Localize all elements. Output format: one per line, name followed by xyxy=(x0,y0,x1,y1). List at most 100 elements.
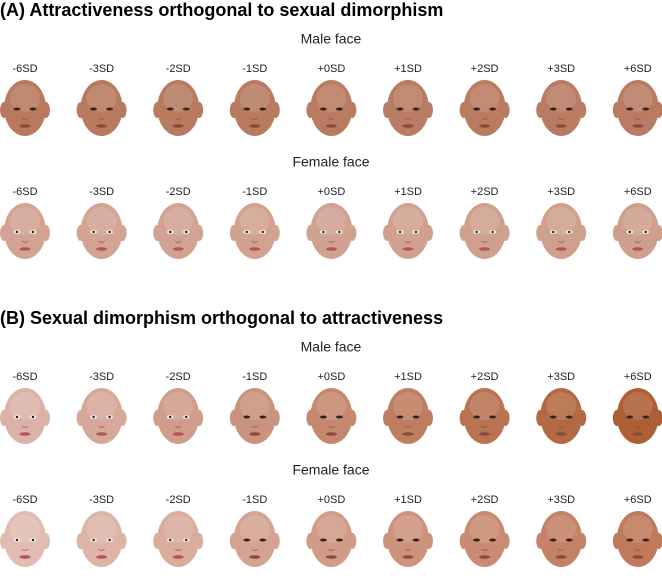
level-label: -6SD xyxy=(12,63,37,75)
pupil xyxy=(491,230,494,234)
face xyxy=(229,80,280,136)
nose xyxy=(21,425,29,428)
face xyxy=(536,203,587,259)
pupil xyxy=(552,538,555,542)
pupil xyxy=(92,415,95,419)
panel-title: (A) Attractiveness orthogonal to sexual … xyxy=(0,0,443,20)
level-label: +3SD xyxy=(547,494,575,506)
pupil xyxy=(552,107,555,111)
pupil xyxy=(398,107,402,111)
head xyxy=(310,80,353,136)
face xyxy=(383,388,433,444)
face xyxy=(459,511,510,567)
mouth xyxy=(172,247,184,251)
head xyxy=(387,203,429,259)
face xyxy=(459,388,510,444)
face xyxy=(383,203,433,259)
nose xyxy=(634,117,642,120)
row-label: Male face xyxy=(301,31,362,47)
head-shade xyxy=(316,207,347,235)
mouth xyxy=(19,247,31,251)
head-shade xyxy=(239,392,270,420)
pupil xyxy=(322,415,325,419)
pupil xyxy=(552,415,555,419)
mouth xyxy=(479,555,491,559)
face xyxy=(536,80,587,136)
pupil xyxy=(108,107,111,111)
level-label: +0SD xyxy=(317,186,345,198)
pupil xyxy=(644,230,647,234)
head xyxy=(157,511,200,567)
head-shade xyxy=(316,515,347,543)
pupil xyxy=(185,415,188,419)
head-shade xyxy=(469,207,500,235)
pupil xyxy=(475,230,478,234)
face xyxy=(612,388,662,444)
mouth xyxy=(249,124,261,128)
pupil xyxy=(414,538,418,542)
head xyxy=(233,203,276,259)
face xyxy=(612,203,662,259)
pupil xyxy=(31,230,35,234)
level-label: +3SD xyxy=(547,371,575,383)
head-shade xyxy=(316,392,347,420)
nose xyxy=(174,117,182,120)
pupil xyxy=(398,415,402,419)
pupil xyxy=(245,230,248,234)
face xyxy=(536,388,587,444)
nose xyxy=(328,548,335,551)
nose xyxy=(634,548,642,551)
level-label: +1SD xyxy=(394,494,422,506)
level-label: +0SD xyxy=(317,494,345,506)
level-label: +1SD xyxy=(394,186,422,198)
pupil xyxy=(628,415,631,419)
nose xyxy=(174,425,182,428)
pupil xyxy=(92,538,95,542)
nose xyxy=(481,425,488,428)
pupil xyxy=(644,538,647,542)
head-shade xyxy=(622,515,653,543)
face xyxy=(153,511,204,567)
head-shade xyxy=(393,84,423,112)
head xyxy=(310,388,353,444)
nose xyxy=(328,425,335,428)
head-shade xyxy=(10,392,40,420)
face xyxy=(612,80,662,136)
row-label: Male face xyxy=(301,339,362,355)
pupil xyxy=(31,415,35,419)
nose xyxy=(404,117,412,120)
mouth xyxy=(96,124,108,128)
row-label: Female face xyxy=(292,154,369,170)
nose xyxy=(21,240,29,243)
head-shade xyxy=(163,392,194,420)
level-label: -1SD xyxy=(242,371,267,383)
nose xyxy=(98,425,105,428)
mouth xyxy=(479,124,491,128)
mouth xyxy=(555,124,567,128)
mouth xyxy=(632,432,644,436)
mouth xyxy=(402,124,414,128)
head-shade xyxy=(10,515,40,543)
face xyxy=(306,203,357,259)
pupil xyxy=(338,107,341,111)
level-label: -3SD xyxy=(89,186,114,198)
face xyxy=(459,80,510,136)
pupil xyxy=(338,415,341,419)
pupil xyxy=(322,230,325,234)
pupil xyxy=(568,538,571,542)
head-shade xyxy=(546,515,577,543)
head-shade xyxy=(546,207,577,235)
mouth xyxy=(96,432,108,436)
pupil xyxy=(491,538,494,542)
pupil xyxy=(245,107,248,111)
head xyxy=(540,80,583,136)
head xyxy=(4,203,46,259)
head-shade xyxy=(393,515,423,543)
head-shade xyxy=(239,84,270,112)
nose xyxy=(328,240,335,243)
head xyxy=(310,203,353,259)
pupil xyxy=(568,230,571,234)
face xyxy=(76,203,127,259)
face xyxy=(0,388,50,444)
face xyxy=(306,511,357,567)
